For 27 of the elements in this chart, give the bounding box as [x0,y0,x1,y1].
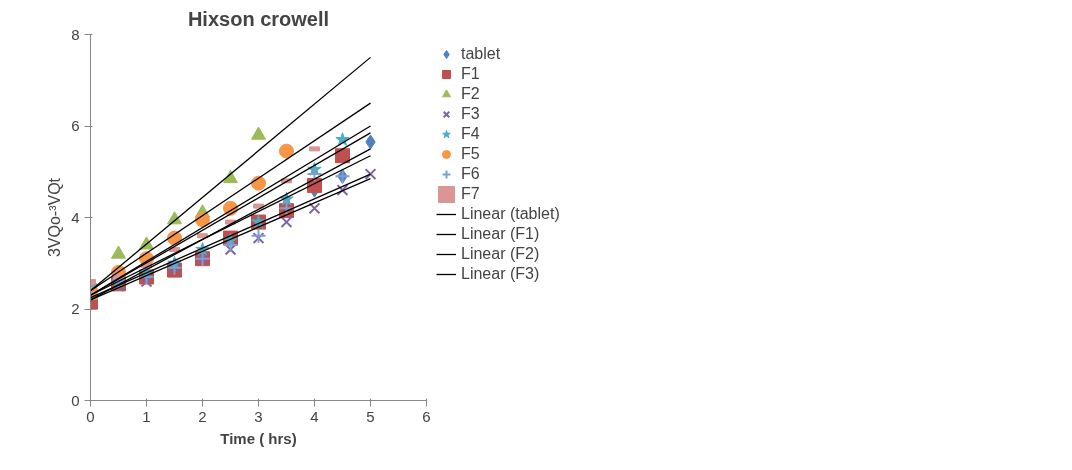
x-tick-label: 4 [310,407,319,425]
legend-label: F2 [461,84,481,104]
legend-label: Linear (F3) [461,264,540,284]
legend-label: Linear (tablet) [461,204,560,224]
y-tick-label: 8 [71,25,80,43]
x-tick-label: 0 [86,407,95,425]
legend-label: F1 [461,64,481,84]
y-tick-label: 0 [71,391,80,409]
x-tick-label: 3 [254,407,263,425]
y-tick-label: 6 [71,117,80,134]
legend-label: F5 [461,144,481,164]
legend-label: F4 [461,124,481,144]
x-tick-label: 1 [142,407,151,425]
y-tick-label: 4 [71,208,80,226]
x-tick-label: 2 [198,407,207,425]
legend-label: Linear (F1) [461,224,540,244]
y-tick-label: 2 [71,300,80,317]
x-axis-title: Time ( hrs) [220,429,297,447]
y-axis-title: 3VQo-³VQt [46,177,64,258]
x-tick-label: 6 [422,407,431,425]
legend-label: F3 [461,104,481,124]
legend-label: F7 [461,184,481,204]
legend-label: Linear (F2) [461,244,540,264]
legend-label: tablet [461,44,501,64]
x-tick-label: 5 [366,407,375,425]
chart-title: Hixson crowell [187,7,330,30]
legend-label: F6 [461,164,481,184]
